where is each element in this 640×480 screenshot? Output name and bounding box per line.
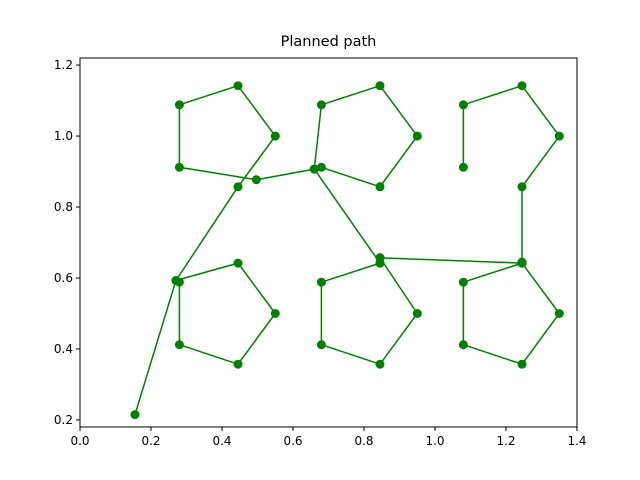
data-point-0-3	[174, 340, 184, 350]
x-tick-label: 1.0	[425, 434, 444, 448]
data-point-0-0	[130, 410, 140, 420]
y-tick-label: 0.4	[54, 342, 73, 356]
data-point-0-12	[174, 162, 184, 172]
data-point-0-30	[517, 182, 527, 192]
data-point-0-18	[375, 182, 385, 192]
data-point-0-25	[517, 359, 527, 369]
plot-frame	[79, 57, 578, 428]
x-tick-label: 0.0	[70, 434, 89, 448]
data-point-0-4	[233, 359, 243, 369]
data-point-0-10	[233, 81, 243, 91]
data-point-0-9	[270, 131, 280, 141]
data-point-0-32	[517, 81, 527, 91]
chart-title: Planned path	[280, 34, 377, 50]
data-point-0-27	[458, 277, 468, 287]
data-point-0-13	[251, 175, 261, 185]
data-point-0-19	[316, 162, 326, 172]
data-point-0-20	[309, 164, 319, 174]
data-point-0-15	[316, 100, 326, 110]
data-point-0-11	[174, 100, 184, 110]
y-tick-label: 0.2	[54, 413, 73, 427]
data-point-0-34	[458, 162, 468, 172]
plot-area	[80, 58, 577, 427]
data-point-1-3	[316, 340, 326, 350]
data-point-1-2	[375, 359, 385, 369]
y-tick-label: 1.0	[54, 129, 73, 143]
series-line-1	[320, 257, 419, 365]
data-point-0-26	[458, 340, 468, 350]
data-point-0-16	[375, 81, 385, 91]
data-point-0-31	[554, 131, 564, 141]
data-point-1-1	[412, 309, 422, 318]
x-tick-label: 0.8	[354, 434, 373, 448]
data-point-0-17	[412, 131, 422, 141]
data-point-0-24	[554, 309, 564, 318]
x-tick-label: 0.6	[283, 434, 302, 448]
x-tick-label: 0.4	[212, 434, 231, 448]
x-tick-label: 1.4	[567, 434, 586, 448]
y-tick-label: 1.2	[54, 58, 73, 72]
x-tick-label: 0.2	[141, 434, 160, 448]
data-point-1-5	[375, 258, 385, 268]
y-tick-label: 0.6	[54, 271, 73, 285]
data-point-0-7	[171, 276, 181, 285]
data-point-0-6	[233, 258, 243, 268]
data-point-0-33	[458, 100, 468, 110]
data-point-1-4	[316, 277, 326, 287]
data-point-0-29	[517, 257, 527, 267]
x-tick-label: 1.2	[496, 434, 515, 448]
data-point-0-5	[270, 309, 280, 318]
data-point-0-8	[233, 182, 243, 192]
y-tick-label: 0.8	[54, 200, 73, 214]
